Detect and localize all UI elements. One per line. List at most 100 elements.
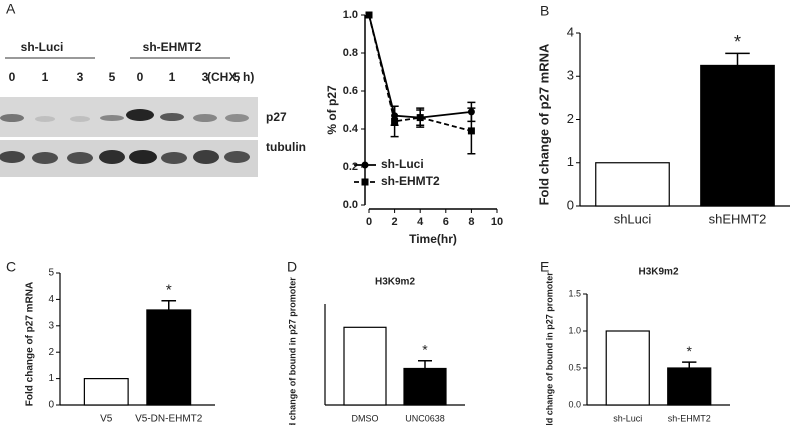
blot-image xyxy=(0,57,258,177)
panel-letter: D xyxy=(287,259,297,275)
y-tick-label: 3 xyxy=(48,320,54,331)
y-axis-label: Fold change of p27 mRNA xyxy=(25,282,36,406)
y-tick-label: 1.5 xyxy=(568,288,581,298)
y-tick-label: 5 xyxy=(48,268,54,279)
error-bar xyxy=(682,361,697,368)
y-tick-label: 0.8 xyxy=(343,47,358,59)
band xyxy=(224,151,250,163)
chart-title: H3K9m2 xyxy=(375,277,415,288)
row-label: tubulin xyxy=(266,140,306,154)
y-tick-label: 4 xyxy=(567,24,574,39)
group-label: sh-Luci xyxy=(21,40,64,54)
bar xyxy=(595,162,670,207)
marker xyxy=(391,117,399,125)
legend-label: sh-EHMT2 xyxy=(381,174,440,188)
y-tick-label: 2 xyxy=(48,347,54,358)
band xyxy=(193,150,219,164)
panel-letter: B xyxy=(540,3,549,19)
x-axis-label: Time(hr) xyxy=(409,232,457,246)
band xyxy=(100,115,124,121)
band xyxy=(0,151,25,163)
x-tick-label: V5 xyxy=(100,414,113,425)
x-tick-label: shEHMT2 xyxy=(709,211,767,226)
panel-letter: C xyxy=(6,259,16,275)
marker xyxy=(467,127,475,135)
x-tick-label: 8 xyxy=(468,216,474,228)
lane-label: 3 xyxy=(77,70,84,84)
band xyxy=(99,150,125,164)
band xyxy=(126,109,154,121)
lane-label: 0 xyxy=(9,70,16,84)
annotation: * xyxy=(166,282,172,299)
group-label: sh-EHMT2 xyxy=(143,40,202,54)
y-axis-label: Fold change of bound in p27 promoter xyxy=(544,272,554,425)
series-line xyxy=(368,14,472,132)
y-axis-label: % of p27 xyxy=(325,85,339,135)
legend-label: sh-Luci xyxy=(381,157,424,171)
bar xyxy=(667,367,712,406)
error-bar xyxy=(418,359,432,369)
bar xyxy=(700,64,775,207)
x-tick-label: sh-Luci xyxy=(613,413,642,423)
bar xyxy=(403,367,447,406)
x-tick-label: 10 xyxy=(491,216,503,228)
band xyxy=(193,114,217,122)
band xyxy=(0,114,24,122)
x-tick-label: V5-DN-EHMT2 xyxy=(135,414,203,425)
y-tick-label: 0 xyxy=(567,197,574,212)
y-tick-label: 0.6 xyxy=(343,85,358,97)
bar xyxy=(83,378,129,406)
y-axis-label: Fold change of p27 mRNA xyxy=(536,43,551,205)
band xyxy=(35,116,55,122)
x-tick-label: 6 xyxy=(443,216,449,228)
y-tick-label: 0.4 xyxy=(343,123,359,135)
error-bar xyxy=(161,299,177,310)
annotation: * xyxy=(734,32,741,52)
y-tick-label: 3 xyxy=(567,68,574,83)
y-tick-label: 1 xyxy=(567,154,574,169)
bar xyxy=(146,309,192,406)
y-tick-label: 0.0 xyxy=(343,199,358,211)
band xyxy=(67,152,93,164)
y-tick-label: 4 xyxy=(48,294,54,305)
error-bar xyxy=(725,52,750,66)
y-tick-label: 2 xyxy=(567,111,574,126)
lane-label: 0 xyxy=(137,70,144,84)
legend-marker xyxy=(361,178,369,186)
x-tick-label: DMSO xyxy=(352,413,379,423)
y-tick-label: 0.0 xyxy=(568,399,581,409)
y-tick-label: 1 xyxy=(48,373,54,384)
x-tick-label: 2 xyxy=(392,216,398,228)
band xyxy=(70,116,90,122)
x-tick-label: UNC0638 xyxy=(405,413,445,423)
marker xyxy=(365,11,373,19)
y-tick-label: 0.5 xyxy=(568,362,581,372)
band xyxy=(161,152,187,164)
bar xyxy=(605,330,650,406)
lane-label: 5 xyxy=(109,70,116,84)
y-tick-label: 1.0 xyxy=(568,325,581,335)
panel-letter: E xyxy=(540,259,549,275)
band xyxy=(225,114,249,122)
y-tick-label: 0.2 xyxy=(343,161,358,173)
annotation: * xyxy=(687,343,693,359)
panel-letter: A xyxy=(6,1,16,17)
lane-label: 5 xyxy=(234,70,241,84)
row-label: p27 xyxy=(266,110,287,124)
band xyxy=(129,150,157,164)
x-tick-label: shLuci xyxy=(614,211,652,226)
marker xyxy=(416,114,424,122)
annotation: * xyxy=(422,341,428,357)
legend-marker xyxy=(361,161,369,169)
x-tick-label: 0 xyxy=(366,216,372,228)
x-tick-label: sh-EHMT2 xyxy=(668,413,711,423)
x-tick-label: 4 xyxy=(417,216,424,228)
treatment-label: (CHX, h) xyxy=(207,70,254,84)
lane-label: 1 xyxy=(169,70,176,84)
band xyxy=(32,152,58,164)
lane-label: 1 xyxy=(42,70,49,84)
y-axis-label: Fold change of bound in p27 promoter xyxy=(287,277,297,425)
series-line xyxy=(368,14,472,119)
lane-label: 3 xyxy=(202,70,209,84)
